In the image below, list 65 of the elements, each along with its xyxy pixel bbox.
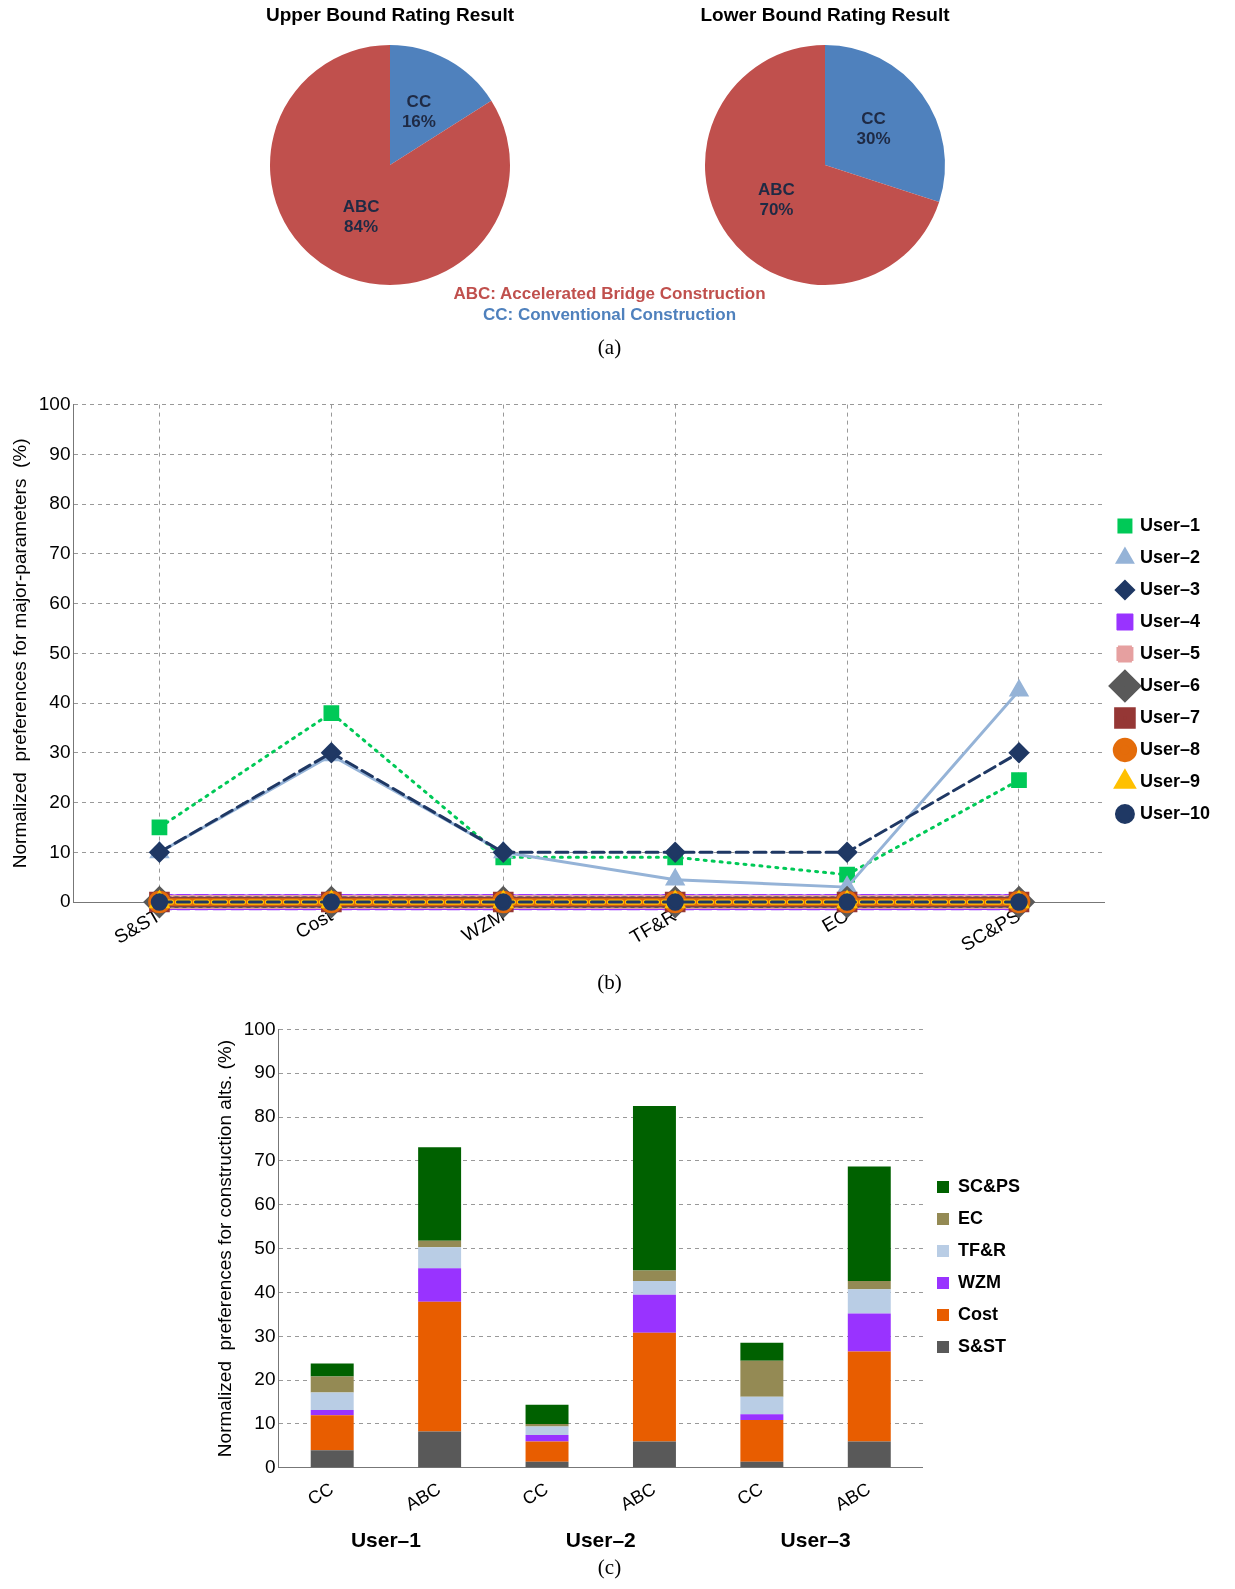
x-tick-label: ABC <box>402 1478 445 1515</box>
legend-label: User–4 <box>1139 610 1200 631</box>
y-axis-title: Normalized preferences for major-parameters (%) <box>8 438 30 869</box>
legend-label: User–5 <box>1139 642 1200 663</box>
y-tick-label: 40 <box>254 1280 276 1302</box>
data-label: 30% <box>856 129 891 149</box>
y-tick-label: 30 <box>254 1324 276 1346</box>
x-tick-label: CC <box>733 1478 767 1509</box>
data-label: 70% <box>759 199 794 219</box>
x-tick-label: ABC <box>831 1478 874 1515</box>
legend-label: User–8 <box>1139 738 1200 759</box>
legend-label: User–7 <box>1139 706 1200 727</box>
legend-label: User–1 <box>1139 514 1200 535</box>
legend-label: User–3 <box>1139 578 1200 599</box>
x-tick-label: ABC <box>616 1478 659 1515</box>
y-tick-label: 70 <box>49 542 71 564</box>
legend-label: User–10 <box>1139 802 1210 823</box>
chart-title: Lower Bound Rating Result <box>699 4 951 26</box>
legend-label: EC <box>957 1207 983 1228</box>
y-tick-label: 90 <box>254 1061 276 1083</box>
x-tick-label: CC <box>519 1478 552 1509</box>
text: CC: Conventional Construction <box>481 305 738 325</box>
text: User–3 <box>780 1528 851 1551</box>
y-tick-label: 0 <box>264 1456 276 1478</box>
y-tick-label: 70 <box>254 1149 276 1171</box>
text: ABC: Accelerated Bridge Construction <box>452 284 767 304</box>
text: (a) <box>596 335 623 360</box>
data-label: 84% <box>344 217 379 237</box>
y-tick-label: 40 <box>49 691 71 713</box>
y-tick-label: 50 <box>254 1236 276 1258</box>
y-tick-label: 0 <box>59 890 71 912</box>
text: (c) <box>596 1555 623 1580</box>
slice-label: ABC <box>342 197 380 217</box>
y-tick-label: 60 <box>254 1192 276 1214</box>
text: (b) <box>596 970 623 995</box>
slice-label: CC <box>861 109 886 129</box>
chart-title: Upper Bound Rating Result <box>264 4 516 26</box>
y-tick-label: 90 <box>49 442 71 464</box>
y-tick-label: 10 <box>49 840 71 862</box>
y-tick-label: 80 <box>49 492 71 514</box>
text: User–1 <box>350 1528 422 1551</box>
legend-label: Cost <box>957 1303 998 1324</box>
data-label: 16% <box>401 112 436 132</box>
y-tick-label: 100 <box>38 392 71 414</box>
y-axis-title: Normalized preferences for construction alts. (%) <box>213 1040 235 1458</box>
legend-label: S&ST <box>957 1335 1006 1356</box>
legend-label: TF&R <box>957 1239 1006 1260</box>
y-tick-label: 50 <box>49 641 71 663</box>
y-tick-label: 80 <box>254 1105 276 1127</box>
y-tick-label: 10 <box>254 1412 276 1434</box>
legend-label: WZM <box>957 1271 1001 1292</box>
y-tick-label: 30 <box>49 741 71 763</box>
y-tick-label: 20 <box>49 790 71 812</box>
x-tick-label: CC <box>304 1478 337 1509</box>
text: User–2 <box>565 1528 636 1551</box>
x-tick-label: S&ST <box>110 904 165 948</box>
legend-label: User–9 <box>1139 770 1200 791</box>
y-tick-label: 60 <box>49 591 71 613</box>
legend-label: User–2 <box>1139 546 1200 567</box>
slice-label: CC <box>406 92 432 112</box>
y-tick-label: 20 <box>254 1368 276 1390</box>
slice-label: ABC <box>758 179 795 199</box>
legend-label: User–6 <box>1139 674 1200 695</box>
legend-label: SC&PS <box>957 1175 1020 1196</box>
y-tick-label: 100 <box>243 1017 276 1039</box>
